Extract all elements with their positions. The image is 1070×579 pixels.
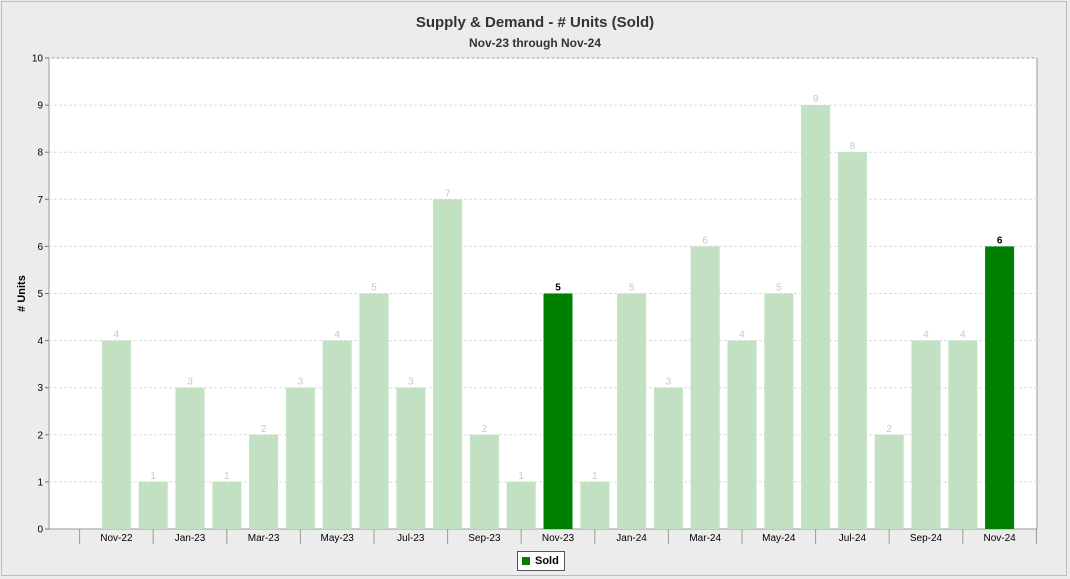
data-label-Jun-23: 5 — [371, 283, 377, 294]
data-label-Jan-23: 3 — [187, 377, 193, 388]
data-label-Aug-24: 2 — [886, 424, 892, 435]
legend-swatch-sold — [522, 557, 530, 565]
y-tick-label: 0 — [37, 525, 43, 536]
y-tick-label: 2 — [37, 430, 43, 441]
x-tick-label: May-24 — [762, 533, 796, 544]
data-label-Jun-24: 9 — [813, 94, 819, 105]
bar-Jun-24 — [801, 105, 831, 529]
bar-Jun-23 — [359, 293, 389, 529]
x-tick-label: Jan-23 — [175, 533, 206, 544]
bar-Oct-23 — [506, 481, 536, 529]
x-tick-label: Sep-24 — [910, 533, 943, 544]
x-tick-label: Sep-23 — [468, 533, 501, 544]
y-tick-label: 6 — [37, 242, 43, 253]
data-label-Mar-24: 6 — [702, 235, 708, 246]
data-label-Nov-24: 6 — [997, 235, 1003, 246]
chart-subtitle: Nov-23 through Nov-24 — [468, 36, 601, 50]
data-label-May-23: 4 — [334, 330, 340, 341]
x-tick-label: Jul-24 — [839, 533, 867, 544]
y-tick-label: 9 — [37, 101, 43, 112]
bar-May-23 — [322, 340, 352, 529]
data-label-Dec-23: 1 — [592, 471, 598, 482]
plot-area — [48, 57, 1038, 530]
x-tick-label: Nov-23 — [542, 533, 575, 544]
x-tick-label: Mar-23 — [248, 533, 280, 544]
data-label-Feb-23: 1 — [224, 471, 230, 482]
data-label-Oct-24: 4 — [960, 330, 966, 341]
data-label-Mar-23: 2 — [261, 424, 267, 435]
data-label-May-24: 5 — [776, 283, 782, 294]
y-tick-label: 3 — [37, 383, 43, 394]
data-label-Dec-22: 1 — [150, 471, 156, 482]
bar-Apr-23 — [285, 387, 315, 529]
data-label-Jul-23: 3 — [408, 377, 414, 388]
bar-Jul-24 — [837, 152, 867, 529]
y-tick-label: 8 — [37, 148, 43, 159]
bar-Nov-24 — [985, 246, 1015, 529]
legend-label-sold: Sold — [535, 555, 559, 567]
data-label-Aug-23: 7 — [445, 188, 451, 199]
y-tick-label: 10 — [32, 54, 44, 65]
data-label-Apr-24: 4 — [739, 330, 745, 341]
y-tick-label: 7 — [37, 195, 43, 206]
x-tick-label: Mar-24 — [689, 533, 721, 544]
chart-title: Supply & Demand - # Units (Sold) — [415, 14, 655, 31]
bar-Nov-23 — [543, 293, 573, 529]
bar-Dec-22 — [138, 481, 168, 529]
y-tick-label: 4 — [37, 336, 43, 347]
data-label-Jan-24: 5 — [629, 283, 635, 294]
bar-Nov-22 — [101, 340, 131, 529]
bar-Feb-23 — [212, 481, 242, 529]
bar-Dec-23 — [580, 481, 610, 529]
bar-Jul-23 — [396, 387, 426, 529]
x-tick-label: Nov-22 — [100, 533, 133, 544]
data-label-Nov-23: 5 — [555, 283, 561, 294]
y-tick-label: 1 — [37, 477, 43, 488]
legend: Sold — [517, 551, 565, 571]
bar-Aug-24 — [874, 434, 904, 529]
bar-Aug-23 — [433, 199, 463, 530]
bar-Jan-23 — [175, 387, 205, 529]
bar-May-24 — [764, 293, 794, 529]
x-tick-label: Jan-24 — [616, 533, 647, 544]
x-tick-label: Nov-24 — [983, 533, 1016, 544]
data-label-Sep-24: 4 — [923, 330, 929, 341]
bar-Jan-24 — [617, 293, 647, 529]
data-label-Jul-24: 8 — [850, 141, 856, 152]
bar-Mar-24 — [690, 246, 720, 529]
bar-Apr-24 — [727, 340, 757, 529]
bar-Oct-24 — [948, 340, 978, 529]
bar-Sep-24 — [911, 340, 941, 529]
x-tick-label: Jul-23 — [397, 533, 425, 544]
data-label-Apr-23: 3 — [298, 377, 304, 388]
data-label-Sep-23: 2 — [482, 424, 488, 435]
y-tick-label: 5 — [37, 289, 43, 300]
bar-Feb-24 — [653, 387, 683, 529]
data-label-Nov-22: 4 — [114, 330, 120, 341]
bar-Sep-23 — [469, 434, 499, 529]
y-axis-label: # Units — [16, 275, 28, 312]
x-tick-label: May-23 — [321, 533, 355, 544]
bar-Mar-23 — [249, 434, 279, 529]
data-label-Feb-24: 3 — [666, 377, 672, 388]
data-label-Oct-23: 1 — [518, 471, 524, 482]
